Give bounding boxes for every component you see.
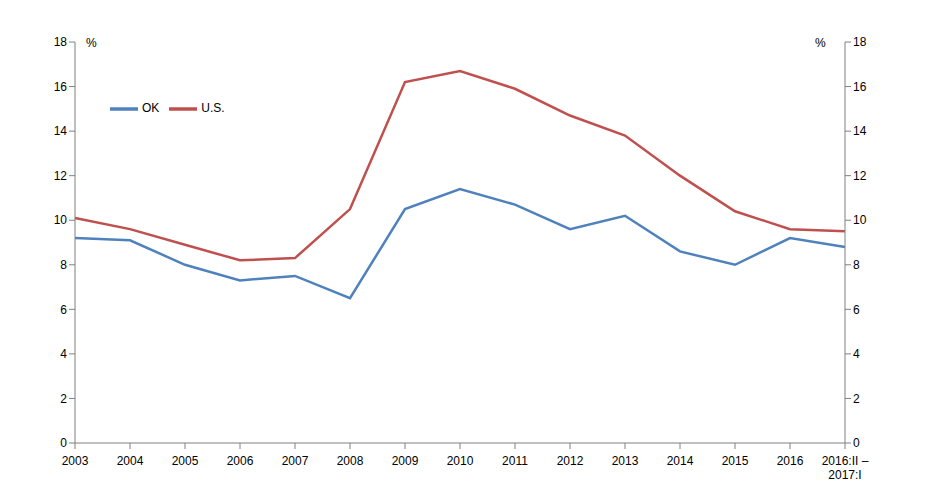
svg-text:16: 16: [54, 80, 68, 94]
html-text:U.S.: U.S.: [201, 101, 225, 116]
svg-text:12: 12: [853, 169, 867, 183]
svg-text:10: 10: [853, 213, 867, 227]
svg-text:2009: 2009: [392, 454, 419, 468]
svg-text:0: 0: [60, 436, 67, 450]
svg-text:4: 4: [853, 347, 860, 361]
svg-text:2010: 2010: [447, 454, 474, 468]
svg-text:2017:I: 2017:I: [828, 468, 861, 482]
svg-text:0: 0: [853, 436, 860, 450]
svg-text:2011: 2011: [502, 454, 528, 468]
svg-text:16: 16: [853, 80, 867, 94]
svg-text:2005: 2005: [172, 454, 199, 468]
svg-text:6: 6: [853, 303, 860, 317]
svg-text:2: 2: [60, 392, 67, 406]
svg-text:2007: 2007: [282, 454, 309, 468]
svg-text:18: 18: [54, 35, 68, 49]
svg-text:14: 14: [54, 124, 68, 138]
svg-text:2006: 2006: [227, 454, 254, 468]
svg-text:10: 10: [54, 213, 68, 227]
svg-text:6: 6: [60, 303, 67, 317]
svg-text:2008: 2008: [337, 454, 364, 468]
svg-text:2012: 2012: [557, 454, 584, 468]
html-text:OK: OK: [142, 101, 160, 116]
svg-text:2003: 2003: [62, 454, 89, 468]
svg-text:4: 4: [60, 347, 67, 361]
svg-text:2004: 2004: [117, 454, 144, 468]
svg-text:2015: 2015: [722, 454, 749, 468]
svg-text:2016: 2016: [777, 454, 804, 468]
svg-text:8: 8: [853, 258, 860, 272]
svg-text:12: 12: [54, 169, 68, 183]
svg-text:2014: 2014: [667, 454, 694, 468]
svg-text:2013: 2013: [612, 454, 639, 468]
svg-text:2: 2: [853, 392, 860, 406]
svg-text:8: 8: [60, 258, 67, 272]
svg-text:18: 18: [853, 35, 867, 49]
svg-text:2016:II –: 2016:II –: [822, 454, 869, 468]
svg-text:14: 14: [853, 124, 867, 138]
